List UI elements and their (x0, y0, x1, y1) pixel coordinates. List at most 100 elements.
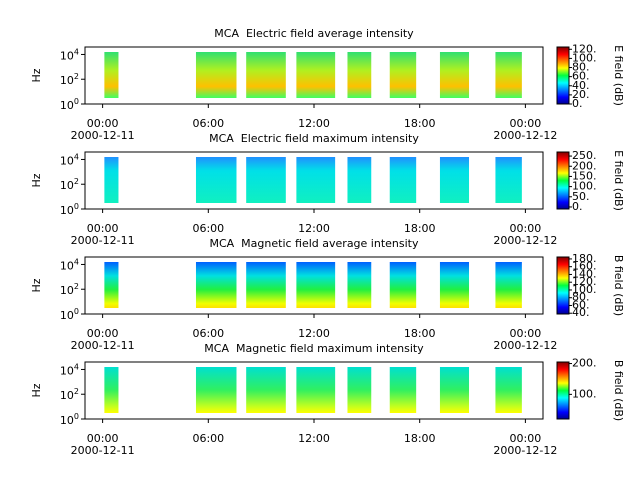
date-label: 2000-12-11 (71, 129, 135, 142)
spectrogram-block (347, 52, 372, 98)
colorbar-tick-label: 140. (572, 267, 597, 280)
x-tick-label: 12:00 (298, 222, 330, 235)
spectrogram-block (347, 367, 372, 413)
date-label: 2000-12-12 (493, 444, 557, 457)
spectrogram-block (195, 367, 237, 413)
x-tick-label: 00:00 (87, 222, 119, 235)
x-tick-label: 00:00 (87, 117, 119, 130)
spectrogram-block (104, 262, 119, 308)
colorbar (556, 46, 570, 105)
x-tick-label: 06:00 (192, 222, 224, 235)
y-tick-label: 102 (60, 387, 79, 403)
x-tick-label: 06:00 (192, 327, 224, 340)
panel-title: MCA Magnetic field maximum intensity (204, 342, 424, 355)
colorbar-tick-label: 60. (572, 298, 590, 311)
x-tick-label: 00:00 (87, 327, 119, 340)
x-tick-label: 06:00 (192, 117, 224, 130)
colorbar-tick-label: 250. (572, 149, 597, 162)
spectrogram-block (296, 52, 336, 98)
spectrogram-block (195, 52, 237, 98)
spectrogram-block (104, 367, 119, 413)
colorbar (556, 256, 570, 315)
spectrogram-block (296, 367, 336, 413)
x-tick-label: 00:00 (510, 222, 542, 235)
spectrogram-block (104, 157, 119, 203)
y-tick-label: 102 (60, 177, 79, 193)
x-tick-label: 18:00 (404, 222, 436, 235)
colorbar-tick-label: 80. (572, 291, 590, 304)
date-label: 2000-12-11 (71, 444, 135, 457)
colorbar-tick-label: 150. (572, 169, 597, 182)
colorbar-tick-label: 0. (572, 200, 583, 213)
x-tick-label: 18:00 (404, 327, 436, 340)
colorbar (556, 361, 570, 420)
colorbar-tick-label: 160. (572, 260, 597, 273)
colorbar-label: E field (dB) (612, 150, 625, 211)
colorbar-tick-label: 40. (572, 306, 590, 319)
panel: MCA Magnetic field maximum intensity 00:0… (30, 342, 625, 457)
x-tick-label: 12:00 (298, 327, 330, 340)
x-tick-label: 06:00 (192, 432, 224, 445)
colorbar-tick-label: 100. (572, 180, 597, 193)
panel: MCA Magnetic field average intensity 00:0… (30, 237, 625, 352)
y-axis-label: Hz (30, 278, 43, 292)
spectrogram-block (389, 367, 417, 413)
panel: MCA Electric field average intensity 00:0… (30, 27, 625, 142)
colorbar-tick-label: 120. (572, 275, 597, 288)
y-tick-label: 104 (60, 152, 79, 168)
y-tick-label: 104 (60, 362, 79, 378)
spectrogram-block (296, 262, 336, 308)
date-label: 2000-12-12 (493, 339, 557, 352)
spectrogram-block (296, 157, 336, 203)
y-axis-label: Hz (30, 68, 43, 82)
y-tick-label: 104 (60, 47, 79, 63)
colorbar (556, 151, 570, 210)
date-label: 2000-12-12 (493, 129, 557, 142)
x-tick-label: 12:00 (298, 432, 330, 445)
spectrogram-block (195, 262, 237, 308)
colorbar-label: B field (dB) (612, 255, 625, 316)
panel: MCA Electric field maximum intensity 00:0… (30, 132, 625, 247)
y-tick-label: 104 (60, 257, 79, 273)
spectrogram-block (495, 52, 522, 98)
colorbar-label: E field (dB) (612, 45, 625, 106)
spectrogram-block (495, 157, 522, 203)
colorbar-tick-label: 200. (572, 159, 597, 172)
y-axis-label: Hz (30, 383, 43, 397)
colorbar-tick-label: 100. (572, 387, 597, 400)
panel-title: MCA Magnetic field average intensity (209, 237, 418, 250)
colorbar-tick-label: 60. (572, 70, 590, 83)
colorbar-label: B field (dB) (612, 360, 625, 421)
panel-title: MCA Electric field maximum intensity (209, 132, 419, 145)
spectrogram-block (495, 367, 522, 413)
colorbar-tick-label: 80. (572, 61, 590, 74)
spectrogram-block (347, 262, 372, 308)
colorbar-tick-label: 180. (572, 252, 597, 265)
x-tick-label: 18:00 (404, 432, 436, 445)
spectrogram-block (246, 262, 286, 308)
y-tick-label: 100 (60, 97, 79, 113)
y-tick-label: 100 (60, 202, 79, 218)
spectrogram-block (246, 157, 286, 203)
spectrogram-block (389, 157, 417, 203)
spectrogram-block (495, 262, 522, 308)
spectrogram-block (246, 52, 286, 98)
spectrogram-block (195, 157, 237, 203)
x-tick-label: 00:00 (87, 432, 119, 445)
colorbar-tick-label: 0. (572, 97, 583, 110)
date-label: 2000-12-11 (71, 339, 135, 352)
date-label: 2000-12-11 (71, 234, 135, 247)
y-axis-label: Hz (30, 173, 43, 187)
y-tick-label: 100 (60, 307, 79, 323)
colorbar-tick-label: 50. (572, 190, 590, 203)
y-tick-label: 102 (60, 72, 79, 88)
spectrogram-block (439, 157, 470, 203)
colorbar-tick-label: 100. (572, 51, 597, 64)
y-tick-label: 100 (60, 412, 79, 428)
x-tick-label: 12:00 (298, 117, 330, 130)
y-tick-label: 102 (60, 282, 79, 298)
panel-title: MCA Electric field average intensity (214, 27, 414, 40)
colorbar-tick-label: 40. (572, 79, 590, 92)
spectrogram-block (347, 157, 372, 203)
